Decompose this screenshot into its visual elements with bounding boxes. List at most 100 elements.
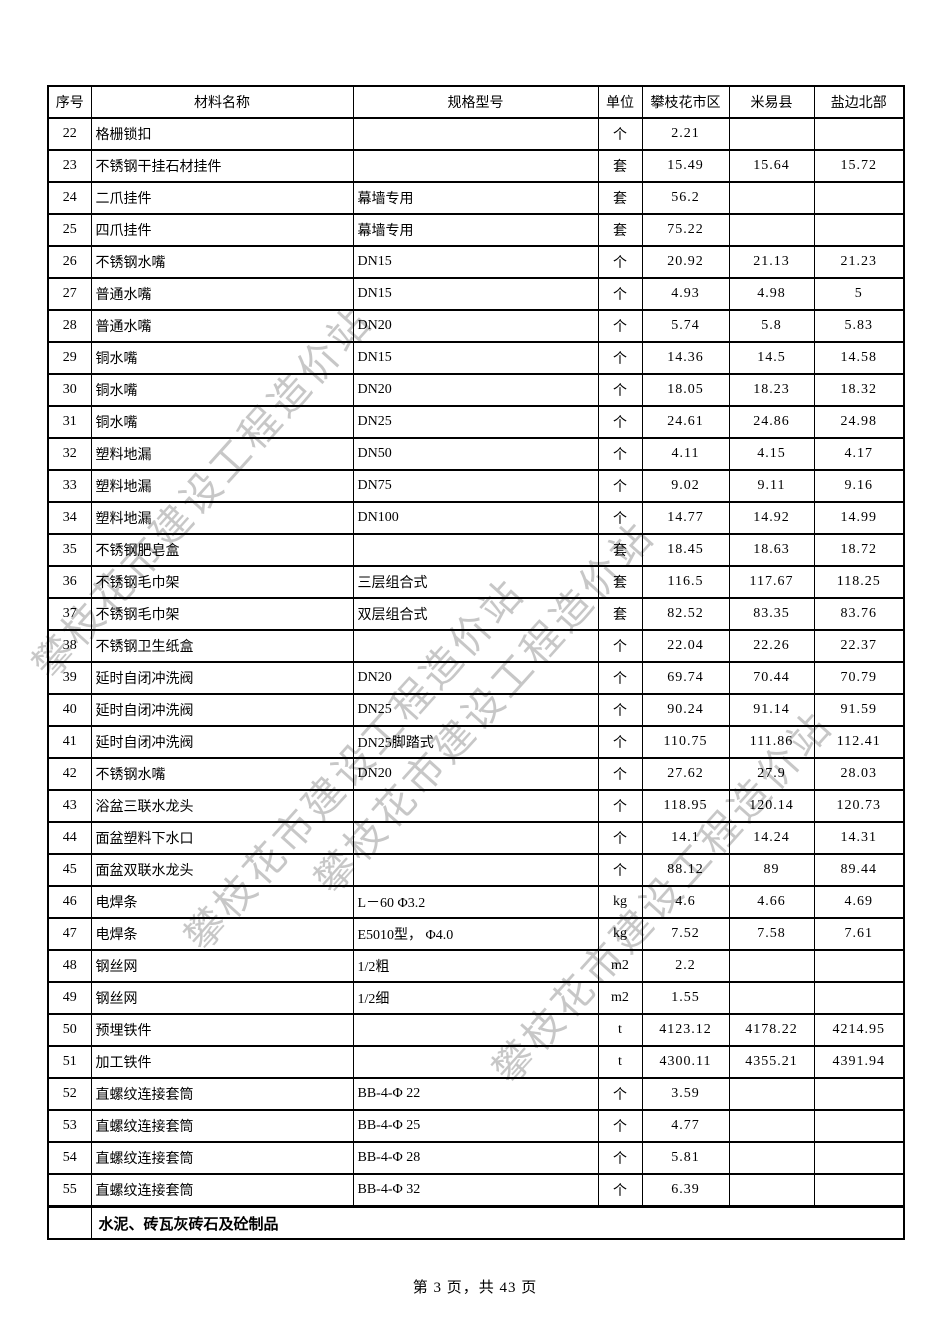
price-table: 序号 材料名称 规格型号 单位 攀枝花市区 米易县 盐边北部 22 格栅锁扣个 2.… — [47, 85, 905, 1240]
spec-cell: DN25 — [352, 693, 599, 727]
unit-cell: kg — [597, 885, 643, 919]
price-yanbian-cell: 7.61 — [813, 917, 905, 951]
serial-cell: 47 — [47, 917, 92, 951]
price-panzhihua-cell: 1.55 — [641, 981, 730, 1015]
spec-cell: BB-4-Φ 22 — [352, 1077, 599, 1111]
spec-cell: L－60 Φ3.2 — [352, 885, 599, 919]
price-yanbian-cell: 21.23 — [813, 245, 905, 279]
serial-cell: 52 — [47, 1077, 92, 1111]
unit-cell: 个 — [597, 373, 643, 407]
spec-cell: DN100 — [352, 501, 599, 535]
price-yanbian-cell: 91.59 — [813, 693, 905, 727]
serial-cell: 39 — [47, 661, 92, 695]
spec-cell — [352, 853, 599, 887]
material-name-cell: 面盆塑料下水口 — [90, 821, 354, 855]
serial-cell: 46 — [47, 885, 92, 919]
unit-cell: 个 — [597, 341, 643, 375]
price-miyi-cell: 91.14 — [728, 693, 815, 727]
material-name-cell: 格栅锁扣 — [90, 117, 354, 151]
table-row: 50 预埋铁件 t 4123.12 4178.22 4214.95 — [47, 1013, 905, 1047]
unit-cell: 个 — [597, 309, 643, 343]
price-yanbian-cell — [813, 117, 905, 151]
unit-cell: 个 — [597, 1109, 643, 1143]
spec-cell: 1/2细 — [352, 981, 599, 1015]
price-miyi-cell — [728, 1077, 815, 1111]
table-row: 28 普通水嘴 DN20 个 5.74 5.8 5.83 — [47, 309, 905, 343]
price-panzhihua-cell: 90.24 — [641, 693, 730, 727]
serial-cell: 50 — [47, 1013, 92, 1047]
table-row: 51 加工铁件 t 4300.11 4355.21 4391.94 — [47, 1045, 905, 1079]
serial-cell: 26 — [47, 245, 92, 279]
price-panzhihua-cell: 20.92 — [641, 245, 730, 279]
spec-cell: E5010型， Φ4.0 — [352, 917, 599, 951]
price-miyi-cell: 89 — [728, 853, 815, 887]
serial-cell: 44 — [47, 821, 92, 855]
serial-cell: 53 — [47, 1109, 92, 1143]
table-row: 40 延时自闭冲洗阀 DN25 个 90.24 91.14 91.59 — [47, 693, 905, 727]
price-panzhihua-cell: 4.93 — [641, 277, 730, 311]
price-yanbian-cell: 24.98 — [813, 405, 905, 439]
price-yanbian-cell — [813, 1077, 905, 1111]
price-miyi-cell — [728, 1141, 815, 1175]
price-miyi-cell: 18.63 — [728, 533, 815, 567]
unit-cell: m2 — [597, 981, 643, 1015]
price-miyi-cell: 18.23 — [728, 373, 815, 407]
price-miyi-cell: 120.14 — [728, 789, 815, 823]
price-miyi-cell — [728, 213, 815, 247]
page-number: 第 3 页，共 43 页 — [412, 1280, 538, 1296]
price-miyi-cell: 9.11 — [728, 469, 815, 503]
table-row: 42 不锈钢水嘴 DN20 个 27.62 27.9 28.03 — [47, 757, 905, 791]
serial-cell: 43 — [47, 789, 92, 823]
material-name-cell: 不锈钢卫生纸盒 — [90, 629, 354, 663]
price-panzhihua-cell: 14.1 — [641, 821, 730, 855]
price-panzhihua-cell: 3.59 — [641, 1077, 730, 1111]
serial-cell: 31 — [47, 405, 92, 439]
spec-cell: 双层组合式 — [352, 597, 599, 631]
table-row: 26 不锈钢水嘴 DN15 个 20.92 21.13 21.23 — [47, 245, 905, 279]
spec-cell — [352, 117, 599, 151]
price-panzhihua-cell: 88.12 — [641, 853, 730, 887]
column-header-unit: 单位 — [597, 85, 643, 119]
price-panzhihua-cell: 5.74 — [641, 309, 730, 343]
spec-cell: 三层组合式 — [352, 565, 599, 599]
price-yanbian-cell — [813, 981, 905, 1015]
price-yanbian-cell: 89.44 — [813, 853, 905, 887]
price-yanbian-cell — [813, 1141, 905, 1175]
spec-cell: BB-4-Φ 28 — [352, 1141, 599, 1175]
spec-cell: DN25 — [352, 405, 599, 439]
section-serial-cell — [47, 1205, 92, 1240]
spec-cell: DN75 — [352, 469, 599, 503]
price-yanbian-cell — [813, 181, 905, 215]
table-row: 34 塑料地漏 DN100 个 14.77 14.92 14.99 — [47, 501, 905, 535]
spec-cell: DN50 — [352, 437, 599, 471]
price-panzhihua-cell: 14.77 — [641, 501, 730, 535]
price-panzhihua-cell: 82.52 — [641, 597, 730, 631]
material-name-cell: 浴盆三联水龙头 — [90, 789, 354, 823]
material-name-cell: 不锈钢肥皂盒 — [90, 533, 354, 567]
table-row: 54 直螺纹连接套筒 BB-4-Φ 28 个 5.81 — [47, 1141, 905, 1175]
unit-cell: 个 — [597, 661, 643, 695]
column-header-yanbian: 盐边北部 — [813, 85, 905, 119]
table-row: 22 格栅锁扣 个 2.21 — [47, 117, 905, 151]
table-row: 55 直螺纹连接套筒 BB-4-Φ 32 个 6.39 — [47, 1173, 905, 1208]
table-row: 48 钢丝网 1/2粗 m2 2.2 — [47, 949, 905, 983]
serial-cell: 30 — [47, 373, 92, 407]
table-row: 38 不锈钢卫生纸盒 个 22.04 22.26 22.37 — [47, 629, 905, 663]
serial-cell: 45 — [47, 853, 92, 887]
unit-cell: 套 — [597, 533, 643, 567]
spec-cell — [352, 789, 599, 823]
unit-cell: 个 — [597, 629, 643, 663]
material-name-cell: 预埋铁件 — [90, 1013, 354, 1047]
spec-cell: DN25脚踏式 — [352, 725, 599, 759]
table-row: 35 不锈钢肥皂盒 套 18.45 18.63 18.72 — [47, 533, 905, 567]
material-name-cell: 不锈钢干挂石材挂件 — [90, 149, 354, 183]
spec-cell: DN20 — [352, 309, 599, 343]
price-yanbian-cell — [813, 1173, 905, 1208]
spec-cell: 幕墙专用 — [352, 213, 599, 247]
price-panzhihua-cell: 14.36 — [641, 341, 730, 375]
unit-cell: 个 — [597, 437, 643, 471]
unit-cell: 套 — [597, 149, 643, 183]
price-miyi-cell: 22.26 — [728, 629, 815, 663]
price-panzhihua-cell: 75.22 — [641, 213, 730, 247]
section-row: 水泥、砖瓦灰砖石及砼制品 — [47, 1205, 905, 1240]
